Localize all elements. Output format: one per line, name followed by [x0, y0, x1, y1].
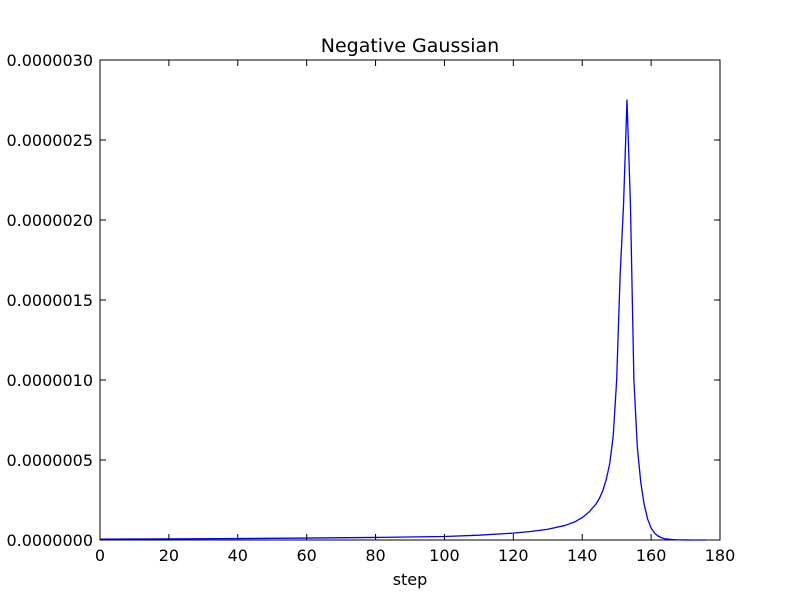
x-tick-label: 60: [296, 546, 316, 565]
x-tick-label: 40: [228, 546, 248, 565]
x-tick-label: 80: [365, 546, 385, 565]
plot-frame: [99, 59, 721, 541]
y-tick-label: 0.0000000: [6, 531, 93, 550]
chart-title: Negative Gaussian: [321, 35, 499, 57]
x-tick-label: 180: [705, 546, 736, 565]
y-tick-label: 0.0000020: [6, 211, 93, 230]
x-axis-label: step: [393, 570, 428, 589]
y-tick-label: 0.0000025: [6, 131, 93, 150]
plot-area: [99, 59, 721, 541]
x-tick-label: 20: [159, 546, 179, 565]
x-tick-label: 140: [567, 546, 598, 565]
y-tick-label: 0.0000010: [6, 371, 93, 390]
y-tick-label: 0.0000015: [6, 291, 93, 310]
y-axis: 0.0000000 0.0000005 0.0000010 0.0000015 0.00…: [6, 51, 720, 550]
x-tick-label: 0: [95, 546, 105, 565]
x-tick-label: 120: [498, 546, 529, 565]
series-line-0: [99, 99, 707, 541]
x-tick-label: 160: [636, 546, 667, 565]
y-tick-label: 0.0000030: [6, 51, 93, 70]
x-axis: 0 20 40 60 80 100 120 140 160 180: [95, 60, 735, 565]
y-tick-label: 0.0000005: [6, 451, 93, 470]
x-tick-label: 100: [429, 546, 460, 565]
